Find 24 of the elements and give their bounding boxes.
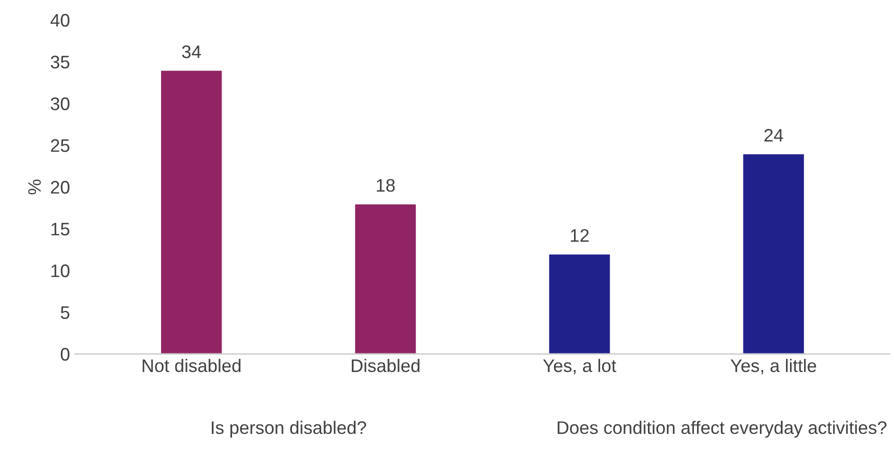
x-tick-label: Not disabled: [142, 358, 240, 372]
data-label: 12: [570, 229, 589, 242]
bar: [354, 203, 418, 354]
x-tick-label: Disabled: [352, 358, 420, 372]
bar: [548, 253, 612, 354]
y-axis-title: %: [28, 180, 41, 194]
bar: [160, 69, 224, 354]
data-label: 18: [376, 179, 395, 192]
x-tick-label: Yes, a little: [730, 358, 816, 374]
text: Is person disabled?: [212, 420, 366, 438]
y-tick-label: 15: [51, 222, 70, 236]
y-tick-label: 40: [50, 14, 70, 27]
y-tick-label: 25: [50, 139, 70, 152]
y-tick-label: 30: [50, 97, 70, 110]
y-tick-label: 35: [50, 56, 70, 68]
data-label: 24: [764, 128, 784, 142]
y-tick-label: 20: [50, 180, 70, 194]
data-label: 34: [182, 45, 201, 58]
y-tick-label: 5: [60, 306, 70, 319]
y-tick-label: 0: [60, 348, 70, 361]
y-tick-label: 10: [51, 264, 70, 278]
text: Does condition affect everyday activities?: [558, 420, 886, 438]
bar: [742, 152, 806, 354]
x-tick-label: Yes, a lot: [543, 358, 616, 374]
